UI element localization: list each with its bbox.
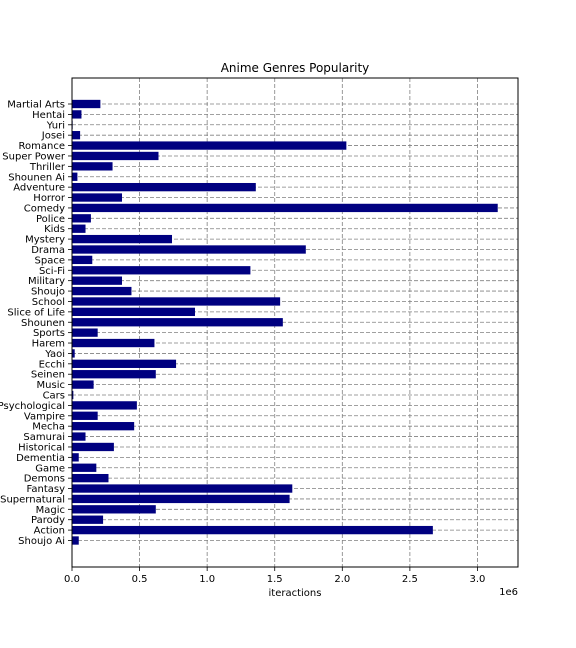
x-tick-label: 1.0 xyxy=(199,574,215,585)
y-tick-label: Samurai xyxy=(23,432,65,443)
bar xyxy=(72,110,81,118)
x-axis-ticks: 0.0 0.5 1.0 1.5 2.0 2.5 3.0 xyxy=(64,567,485,585)
y-tick-label: Shoujo xyxy=(31,287,65,298)
y-tick-label: Sci-Fi xyxy=(39,266,65,277)
bar xyxy=(72,100,100,108)
y-tick-label: Vampire xyxy=(24,411,65,422)
bar xyxy=(72,287,131,295)
y-tick-label: Mecha xyxy=(32,422,65,433)
y-tick-label: Harem xyxy=(32,339,65,350)
y-tick-label: Seinen xyxy=(31,370,65,381)
bar xyxy=(72,380,94,388)
y-tick-label: Horror xyxy=(33,193,66,204)
bar xyxy=(72,235,172,243)
bar xyxy=(72,152,158,160)
y-tick-label: Shounen xyxy=(21,318,65,329)
bar xyxy=(72,141,346,149)
y-tick-label: Cars xyxy=(43,391,65,402)
y-tick-label: Kids xyxy=(44,224,65,235)
x-tick-label: 1.5 xyxy=(267,574,283,585)
bar xyxy=(72,277,122,285)
y-tick-label: Super Power xyxy=(2,151,66,162)
y-tick-label: Mystery xyxy=(25,235,65,246)
bar xyxy=(72,443,114,451)
bar xyxy=(72,193,122,201)
y-tick-label: Ecchi xyxy=(39,359,65,370)
bar xyxy=(72,318,283,326)
y-tick-label: Yuri xyxy=(46,120,65,131)
x-tick-label: 0.0 xyxy=(64,574,80,585)
y-tick-label: Slice of Life xyxy=(7,307,65,318)
bar xyxy=(72,474,108,482)
x-tick-label: 3.0 xyxy=(470,574,486,585)
y-tick-label: Psychological xyxy=(0,401,65,412)
y-tick-label: Game xyxy=(35,463,65,474)
y-tick-label: Police xyxy=(36,214,65,225)
bar xyxy=(72,484,292,492)
bar xyxy=(72,131,80,139)
bar xyxy=(72,536,79,544)
bar xyxy=(72,495,290,503)
x-axis-label: iteractions xyxy=(269,588,322,599)
y-tick-label: Comedy xyxy=(24,203,65,214)
x-axis-scale-label: 1e6 xyxy=(499,587,518,598)
bar xyxy=(72,173,77,181)
bar xyxy=(72,245,306,253)
y-tick-label: Shoujo Ai xyxy=(18,536,65,547)
bar xyxy=(72,162,113,170)
bar xyxy=(72,183,256,191)
y-tick-label: Demons xyxy=(24,474,65,485)
y-tick-label: Parody xyxy=(31,515,65,526)
bar xyxy=(72,204,498,212)
bar xyxy=(72,214,91,222)
y-tick-label: Magic xyxy=(36,505,65,516)
bar xyxy=(72,370,156,378)
y-tick-label: Action xyxy=(34,526,65,537)
bar xyxy=(72,266,250,274)
y-axis-ticks: Shoujo AiActionParodyMagicSupernaturalFa… xyxy=(0,100,72,548)
x-tick-label: 2.0 xyxy=(334,574,350,585)
bar xyxy=(72,297,280,305)
y-tick-label: Fantasy xyxy=(27,484,66,495)
y-tick-label: Thriller xyxy=(29,162,66,173)
bar xyxy=(72,464,96,472)
bar xyxy=(72,308,195,316)
y-tick-label: Josei xyxy=(41,131,65,142)
x-tick-label: 0.5 xyxy=(132,574,148,585)
bar xyxy=(72,339,154,347)
bar xyxy=(72,225,86,233)
y-tick-label: School xyxy=(32,297,65,308)
y-tick-label: Sports xyxy=(33,328,65,339)
y-tick-label: Drama xyxy=(31,245,65,256)
bar xyxy=(72,432,86,440)
y-tick-label: Adventure xyxy=(13,183,65,194)
y-tick-label: Supernatural xyxy=(0,494,65,505)
x-tick-label: 2.5 xyxy=(402,574,418,585)
y-tick-label: Dementia xyxy=(16,453,65,464)
bar xyxy=(72,526,433,534)
y-tick-label: Historical xyxy=(18,442,65,453)
bar xyxy=(72,401,137,409)
bar xyxy=(72,516,103,524)
y-tick-label: Yaoi xyxy=(44,349,65,360)
bar xyxy=(72,328,98,336)
y-tick-label: Space xyxy=(35,255,65,266)
y-tick-label: Romance xyxy=(19,141,65,152)
bar xyxy=(72,505,156,513)
bar xyxy=(72,360,176,368)
bar xyxy=(72,412,98,420)
chart-title: Anime Genres Popularity xyxy=(221,61,370,75)
y-tick-label: Martial Arts xyxy=(7,100,65,111)
bar xyxy=(72,422,134,430)
y-tick-label: Music xyxy=(37,380,65,391)
bar xyxy=(72,256,92,264)
y-tick-label: Hentai xyxy=(32,110,65,121)
bar xyxy=(72,453,79,461)
y-tick-label: Shounen Ai xyxy=(8,172,65,183)
y-tick-label: Military xyxy=(28,276,65,287)
